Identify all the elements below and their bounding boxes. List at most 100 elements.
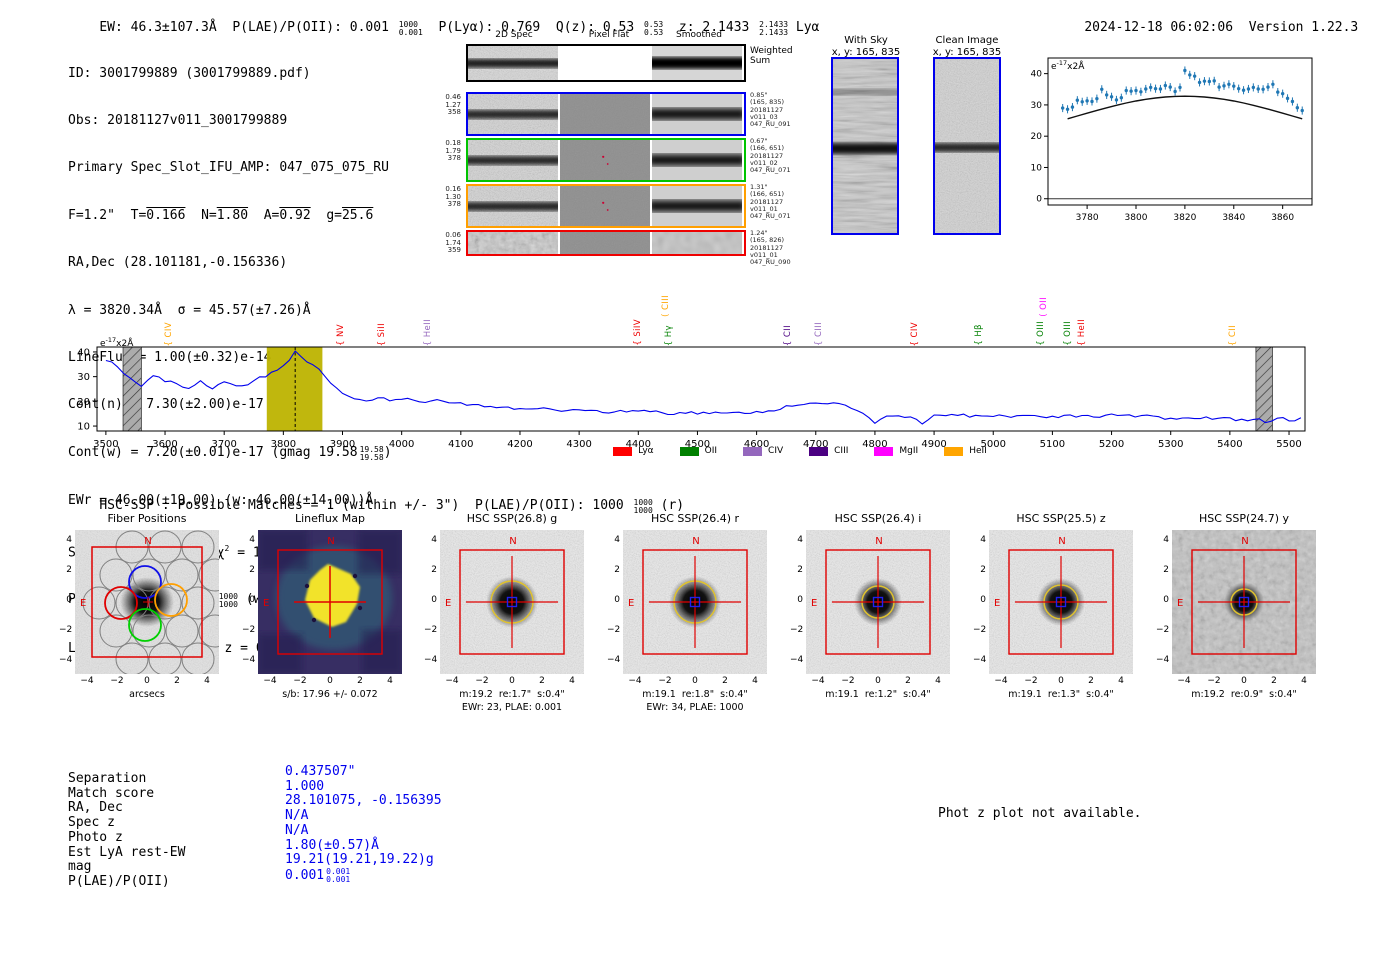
axis-tick-label: −2 <box>475 676 489 686</box>
spec2d-weighted-row <box>466 44 746 82</box>
spec2d-row-left-labels: 0.18 1.79 378 <box>445 139 461 163</box>
axis-tick-label: 0 <box>1163 595 1169 605</box>
cutout-panel: HSC SSP(26.4) i N E 4 2 0 −2 −4 −4 −2 0 2 4 m:19.1 re… <box>788 508 968 720</box>
axis-tick-label: 0 <box>1058 676 1064 686</box>
axis-tick-label: 4 <box>249 535 255 545</box>
svg-text:3840: 3840 <box>1222 213 1245 223</box>
svg-text:20: 20 <box>77 397 90 408</box>
legend-swatch <box>944 446 964 456</box>
info-ewr: EWr = 46.00(±19.00) (w: 46.00(±14.00))Å <box>68 493 374 509</box>
cutout-panel: Fiber Positions N E 4 2 0 −2 −4 −4 −2 0 2 4 arcsecs <box>57 508 237 720</box>
cutout-caption2: EWr: 23, PLAE: 0.001 <box>461 702 563 713</box>
axis-tick-label: −4 <box>628 676 642 686</box>
match-row-label: RA, Dec <box>68 800 123 816</box>
axis-tick-label: −2 <box>59 625 73 635</box>
axis-tick-label: 0 <box>144 676 150 686</box>
legend-item: CIV <box>743 446 783 456</box>
plae-uncertainty-stack: 1000 0.001 <box>398 20 423 37</box>
spec2d-cutout-grid: 2D Spec Pixel Flat Smoothed Weighted Sum 0.46… <box>443 30 823 280</box>
svg-text:3860: 3860 <box>1271 213 1294 223</box>
report-datetime: 2024-12-18 06:02:06 <box>1084 20 1234 35</box>
header-summary-line: EW: 46.3±107.3Å P(LAE)/P(OII): 0.001 100… <box>68 5 819 52</box>
spec2d-col-header: Smoothed <box>676 30 722 40</box>
cutout-title: Fiber Positions <box>107 512 187 525</box>
match-row-value: 0.001 0.001 0.001 <box>285 866 351 884</box>
cutout-caption: s/b: 17.96 +/- 0.072 <box>282 689 378 700</box>
axis-tick-label: 0 <box>327 676 333 686</box>
svg-text:20: 20 <box>1031 132 1043 142</box>
axis-tick-label: 4 <box>614 535 620 545</box>
svg-text:3800: 3800 <box>271 439 296 450</box>
header-z: z: 2.1433 <box>663 20 758 35</box>
spec2d-row-left-labels: 0.46 1.27 358 <box>445 93 461 117</box>
cutout-caption: m:19.2 re:0.9" s:0.4" <box>1191 689 1297 700</box>
cutout-panel: HSC SSP(24.7) y N E 4 2 0 −2 −4 −4 −2 0 2 4 m:19.2 re… <box>1154 508 1334 720</box>
cutout-panel: HSC SSP(25.5) z N E 4 2 0 −2 −4 −4 −2 0 2 4 m:19.1 re… <box>971 508 1151 720</box>
info-id: ID: 3001799889 (3001799889.pdf) <box>68 65 311 81</box>
info-cont-n: Cont(n) = 7.30(±2.00)e-17 <box>68 397 264 413</box>
svg-text:3820: 3820 <box>1173 213 1196 223</box>
legend-item: OII <box>679 446 717 456</box>
header-plya-qz: P(Lyα): 0.769 Q(z): 0.53 <box>422 20 642 35</box>
axis-tick-label: −2 <box>790 625 804 635</box>
axis-tick-label: −4 <box>790 655 804 665</box>
svg-text:4100: 4100 <box>448 439 473 450</box>
axis-tick-label: 2 <box>249 565 255 575</box>
svg-text:4200: 4200 <box>507 439 532 450</box>
svg-text:3800: 3800 <box>1125 213 1148 223</box>
axis-tick-label: −4 <box>607 655 621 665</box>
axis-tick-label: 4 <box>204 676 210 686</box>
axis-tick-label: −4 <box>973 655 987 665</box>
with-sky-image <box>831 57 899 235</box>
match-row-label: Spec z <box>68 815 115 831</box>
axis-tick-label: 4 <box>1118 676 1124 686</box>
axis-tick-label: 2 <box>1271 676 1277 686</box>
match-row-value: 0.437507" <box>285 764 356 779</box>
axis-tick-label: −2 <box>424 625 438 635</box>
svg-text:4300: 4300 <box>566 439 591 450</box>
axis-tick-label: 2 <box>1163 565 1169 575</box>
spec2d-row-left-labels: 0.16 1.30 378 <box>445 185 461 209</box>
line-fit-zoom-plot: 3780 3800 3820 3840 3860 0 10 20 30 40 <box>1020 48 1322 230</box>
axis-tick-label: 4 <box>387 676 393 686</box>
svg-text:40: 40 <box>77 347 90 358</box>
legend-swatch <box>743 446 763 456</box>
cutout-caption2: EWr: 34, PLAE: 1000 <box>646 702 744 713</box>
svg-text:4000: 4000 <box>389 439 414 450</box>
match-row-value: 1.80(±0.57)Å <box>285 837 379 853</box>
axis-tick-label: −4 <box>1177 676 1191 686</box>
info-obs: Obs: 20181127v011_3001799889 <box>68 112 288 128</box>
axis-tick-label: −2 <box>658 676 672 686</box>
spec2d-fiber-row <box>466 92 746 136</box>
cutout-image: NE <box>75 530 219 674</box>
axis-tick-label: −2 <box>293 676 307 686</box>
axis-tick-label: −4 <box>445 676 459 686</box>
axis-tick-label: 2 <box>614 565 620 575</box>
svg-text:10: 10 <box>1031 163 1043 173</box>
spectrum-units-annotation: e-17x2Å <box>100 336 134 349</box>
match-row-value: 1.000 <box>285 778 325 794</box>
axis-tick-label: 2 <box>905 676 911 686</box>
cutout-title: HSC SSP(25.5) z <box>1016 512 1106 525</box>
info-cont-w: Cont(w) = 7.20(±0.01)e-17 (gmag 19.58 19.… <box>68 444 392 462</box>
svg-text:E: E <box>445 598 451 609</box>
match-table-values: 0.437507" 1.000 28.101075, -0.156395 N/A N/A… <box>285 764 442 884</box>
axis-tick-label: 4 <box>935 676 941 686</box>
svg-text:4800: 4800 <box>862 439 887 450</box>
cutout-image: NE <box>623 530 767 674</box>
cutout-xlabel: arcsecs <box>129 689 165 700</box>
match-row-label: Est LyA rest-EW <box>68 844 186 860</box>
report-version: Version 1.22.3 <box>1248 20 1359 35</box>
legend-item: MgII <box>874 446 918 456</box>
cutout-caption: m:19.1 re:1.3" s:0.4" <box>1008 689 1114 700</box>
clean-image <box>933 57 1001 235</box>
legend-item: HeII <box>944 446 987 456</box>
svg-text:4400: 4400 <box>626 439 651 450</box>
svg-text:3900: 3900 <box>330 439 355 450</box>
clean-image-header: Clean Image x, y: 165, 835 <box>932 35 1002 58</box>
svg-text:E: E <box>263 598 269 609</box>
legend-label: HeII <box>969 446 987 456</box>
spec2d-fiber-row <box>466 184 746 228</box>
axis-tick-label: 0 <box>509 676 515 686</box>
